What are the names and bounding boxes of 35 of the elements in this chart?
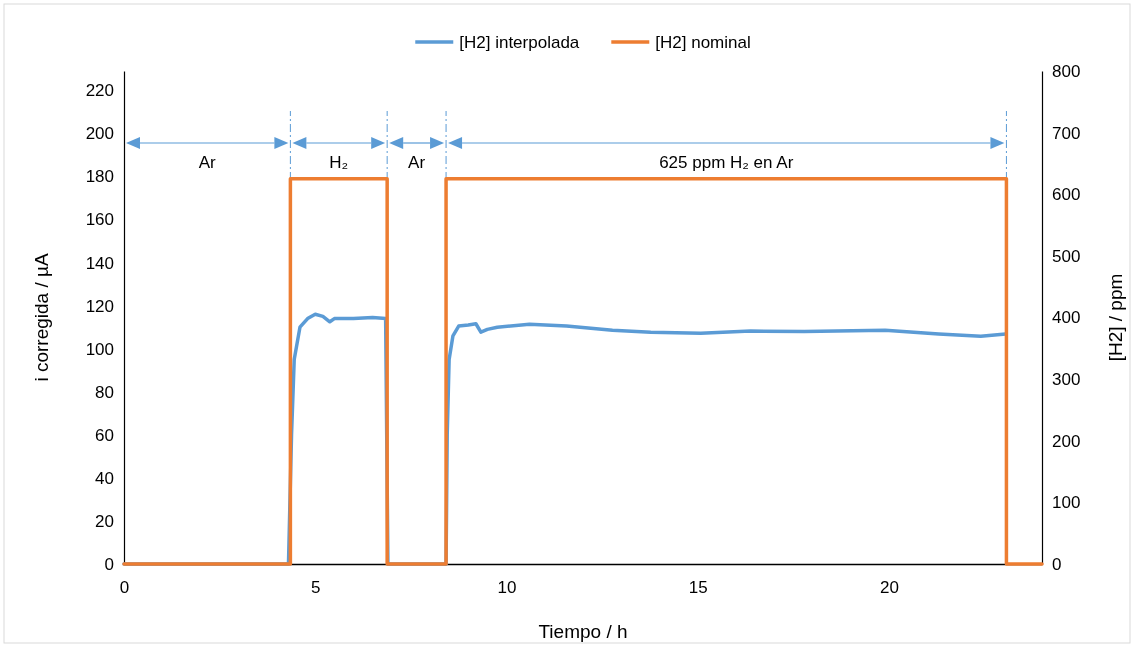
y2-tick-label: 400 bbox=[1052, 308, 1081, 328]
x-tick-label: 10 bbox=[497, 577, 517, 597]
y-tick-label: 40 bbox=[95, 468, 114, 488]
y2-tick-label: 100 bbox=[1052, 493, 1081, 513]
y-tick-label: 180 bbox=[85, 167, 114, 187]
y-tick-label: 0 bbox=[104, 554, 114, 574]
x-tick-label: 15 bbox=[688, 577, 708, 597]
annotation: H₂ bbox=[329, 153, 349, 172]
y-tick-label: 120 bbox=[85, 296, 114, 316]
y2-tick-label: 0 bbox=[1052, 554, 1062, 574]
x-tick-label: 5 bbox=[311, 577, 321, 597]
annotation: Ar bbox=[408, 153, 426, 172]
y2-tick-label: 700 bbox=[1052, 123, 1081, 143]
y-axis-title: i corregida / µA bbox=[31, 253, 52, 382]
x-tick-label: 0 bbox=[119, 577, 130, 597]
y-tick-label: 160 bbox=[85, 210, 114, 230]
y2-tick-label: 600 bbox=[1052, 185, 1081, 205]
legend-label: [H2] interpolada bbox=[459, 33, 580, 52]
y-tick-label: 60 bbox=[95, 425, 114, 445]
annotation: Ar bbox=[198, 153, 217, 172]
y2-tick-label: 200 bbox=[1052, 431, 1081, 451]
y-tick-label: 20 bbox=[95, 511, 114, 531]
y-tick-label: 200 bbox=[85, 124, 114, 144]
x-tick-label: 20 bbox=[880, 577, 899, 597]
annotation: 625 ppm H₂ en Ar bbox=[659, 153, 794, 172]
y-tick-label: 100 bbox=[85, 339, 114, 359]
legend-label: [H2] nominal bbox=[655, 33, 751, 52]
y2-tick-label: 500 bbox=[1052, 246, 1081, 266]
y-tick-label: 80 bbox=[95, 382, 114, 402]
y-tick-label: 140 bbox=[85, 253, 114, 273]
y2-axis-title: [H2] / ppm bbox=[1105, 273, 1126, 362]
y2-tick-label: 300 bbox=[1052, 370, 1081, 390]
y-tick-label: 220 bbox=[85, 81, 114, 101]
y2-tick-label: 800 bbox=[1052, 61, 1081, 81]
x-axis-title: Tiempo / h bbox=[538, 621, 628, 642]
